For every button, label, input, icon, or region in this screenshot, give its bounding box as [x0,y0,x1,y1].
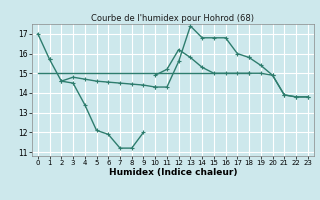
X-axis label: Humidex (Indice chaleur): Humidex (Indice chaleur) [108,168,237,177]
Title: Courbe de l'humidex pour Hohrod (68): Courbe de l'humidex pour Hohrod (68) [91,14,254,23]
